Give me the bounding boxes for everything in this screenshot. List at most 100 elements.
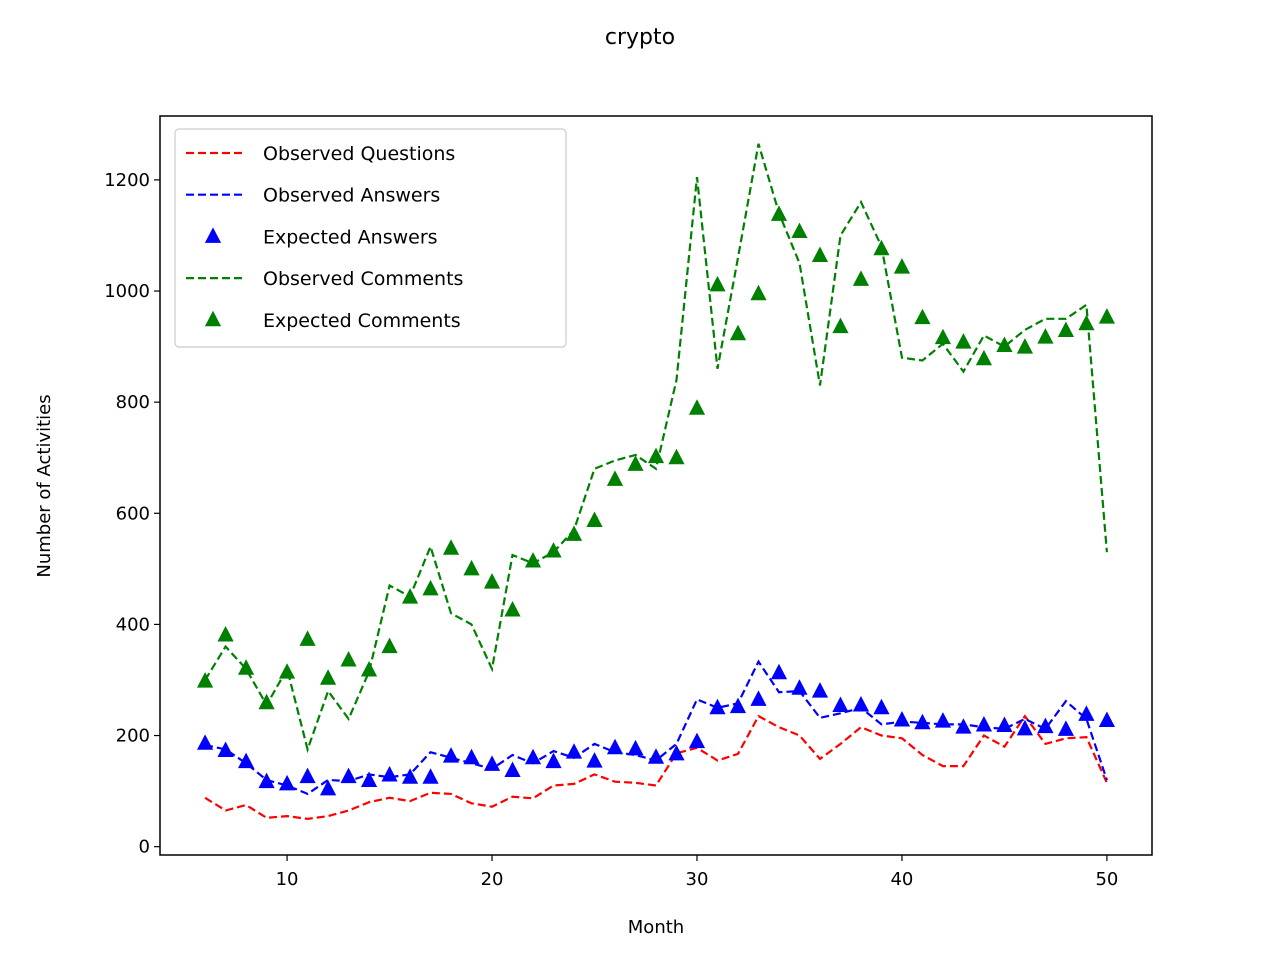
data-point — [278, 774, 296, 791]
x-tick-label: 20 — [481, 869, 504, 890]
data-point — [1037, 328, 1054, 344]
y-axis: 0 200 400 600 800 1000 1200 — [104, 170, 160, 858]
data-point — [770, 663, 788, 680]
data-point — [381, 765, 398, 782]
series-4 — [196, 205, 1116, 710]
legend-label: Observed Questions — [263, 143, 455, 165]
series-line — [204, 714, 1108, 821]
data-point — [709, 275, 726, 292]
data-point — [893, 710, 911, 727]
data-point — [729, 697, 747, 714]
data-point — [463, 559, 480, 576]
x-tick-label: 50 — [1095, 869, 1118, 890]
data-point — [258, 772, 275, 789]
data-point — [586, 511, 603, 527]
y-tick-label: 800 — [116, 392, 150, 413]
legend-label: Observed Answers — [263, 185, 440, 207]
data-point — [914, 713, 931, 730]
data-point — [381, 637, 398, 654]
x-tick-label: 30 — [686, 869, 709, 890]
series-1 — [204, 659, 1108, 796]
legend-box — [174, 128, 567, 348]
data-point — [914, 308, 931, 325]
data-point — [299, 630, 316, 646]
data-point — [688, 732, 706, 749]
legend-label: Expected Comments — [263, 310, 461, 332]
data-point — [627, 455, 644, 471]
data-point — [996, 336, 1013, 352]
data-point — [483, 573, 501, 589]
data-point — [565, 743, 583, 759]
data-point — [791, 679, 808, 695]
data-point — [1016, 719, 1034, 736]
data-point — [401, 588, 419, 604]
data-point — [873, 698, 890, 715]
data-point — [319, 779, 337, 796]
legend-item-1: Observed Answers — [186, 185, 440, 207]
data-point — [1016, 338, 1034, 354]
data-point — [852, 695, 870, 712]
data-point — [442, 747, 460, 763]
legend-marker — [204, 310, 222, 327]
axes-frame — [159, 115, 1153, 856]
data-point — [586, 752, 603, 768]
data-point — [647, 748, 665, 764]
y-tick-label: 1000 — [104, 281, 150, 302]
data-point — [852, 270, 870, 286]
data-point — [524, 748, 542, 765]
data-point — [299, 767, 316, 784]
data-point — [1037, 717, 1054, 734]
y-tick-label: 1200 — [104, 170, 150, 191]
data-point — [545, 542, 562, 558]
x-tick-label: 10 — [276, 869, 299, 890]
series-0 — [204, 714, 1108, 821]
data-point — [996, 716, 1013, 733]
data-point — [319, 669, 337, 685]
data-point — [647, 447, 665, 464]
data-point — [340, 650, 357, 667]
data-point — [545, 752, 562, 769]
data-point — [340, 767, 357, 784]
data-point — [770, 205, 788, 221]
data-point — [504, 600, 521, 617]
data-point — [237, 752, 255, 769]
data-point — [791, 222, 808, 239]
data-point — [873, 239, 890, 256]
legend-label: Expected Answers — [263, 226, 438, 248]
data-point — [729, 324, 747, 341]
data-point — [401, 768, 419, 784]
data-point — [934, 712, 952, 728]
data-point — [483, 755, 501, 771]
data-point — [955, 718, 972, 734]
data-point — [217, 741, 234, 758]
data-point — [258, 693, 275, 710]
x-axis-label: Month — [628, 917, 684, 938]
data-point — [832, 317, 849, 334]
series-3 — [204, 143, 1108, 754]
y-tick-label: 0 — [139, 837, 150, 858]
data-point — [975, 715, 993, 732]
data-point — [1098, 308, 1116, 324]
data-point — [750, 690, 767, 706]
legend-label: Observed Comments — [263, 268, 463, 290]
data-point — [934, 328, 952, 345]
data-point — [237, 659, 255, 675]
x-tick-label: 40 — [890, 869, 913, 890]
y-axis-label: Number of Activities — [34, 394, 55, 577]
x-axis: 10 20 30 40 50 — [276, 855, 1118, 890]
data-point — [750, 284, 767, 301]
data-point — [709, 698, 726, 715]
data-point — [1078, 314, 1095, 331]
chart-title: crypto — [605, 25, 675, 50]
legend-item-0: Observed Questions — [186, 143, 455, 165]
data-point — [360, 771, 378, 788]
data-point — [196, 672, 214, 688]
data-point — [955, 333, 972, 349]
data-point — [422, 768, 439, 784]
legend-item-2: Expected Answers — [204, 226, 438, 248]
data-point — [422, 579, 439, 596]
series-line — [204, 143, 1108, 754]
legend-marker — [204, 227, 222, 243]
data-point — [627, 739, 644, 756]
data-point — [606, 738, 624, 755]
